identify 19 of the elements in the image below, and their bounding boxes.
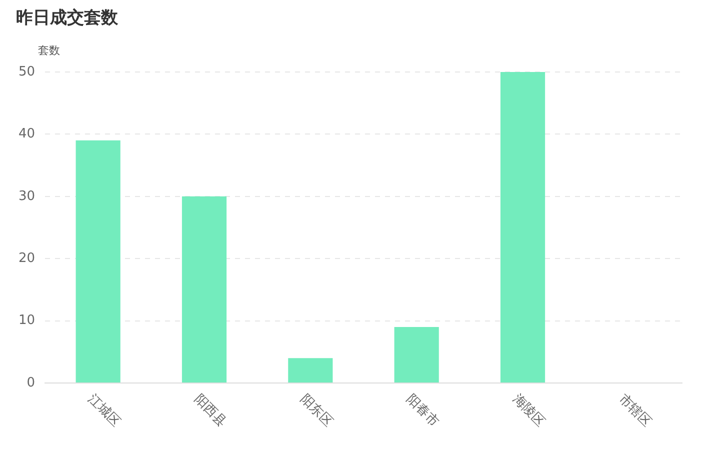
x-tick-label: 市辖区	[616, 392, 654, 430]
chart-title: 昨日成交套数	[16, 7, 118, 29]
x-tick-label: 阳东区	[297, 392, 336, 430]
x-tick-label: 阳春市	[403, 392, 442, 430]
x-tick-label: 江城区	[84, 392, 124, 430]
bar	[394, 327, 439, 382]
y-axis-title: 套数	[38, 44, 60, 57]
y-tick-label: 40	[18, 126, 35, 142]
y-tick-label: 20	[18, 250, 35, 266]
y-tick-label: 30	[18, 188, 35, 204]
bar	[288, 358, 333, 382]
bar	[76, 140, 120, 382]
x-tick-label: 海陵区	[510, 392, 548, 430]
x-tick-label: 阳西县	[191, 392, 230, 430]
y-tick-label: 50	[18, 64, 35, 80]
y-tick-label: 0	[26, 375, 35, 390]
y-tick-label: 10	[18, 313, 35, 328]
bar	[182, 196, 227, 382]
bar	[500, 72, 546, 382]
